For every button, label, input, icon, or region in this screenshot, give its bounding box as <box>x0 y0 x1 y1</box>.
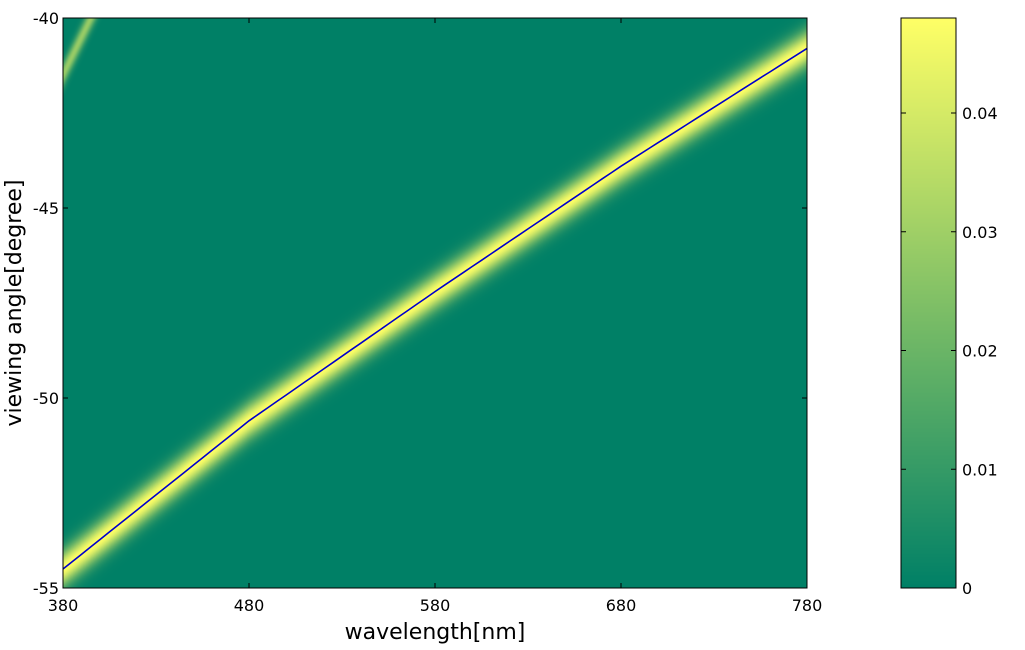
y-tick-label: -40 <box>33 9 59 28</box>
y-tick-label: -45 <box>33 199 59 218</box>
y-tick-label: -55 <box>33 579 59 598</box>
y-tick-label: -50 <box>33 389 59 408</box>
x-tick-label: 380 <box>48 596 79 615</box>
heatmap-plot-area <box>63 18 807 588</box>
x-tick-label: 780 <box>792 596 823 615</box>
colorbar-tick-label: 0 <box>962 579 972 598</box>
ridge-line-group <box>62 47 808 570</box>
colorbar-frame <box>900 17 957 589</box>
y-axis-label: viewing angle[degree] <box>2 180 27 427</box>
x-tick-label: 580 <box>420 596 451 615</box>
x-axis-ticks: 380 480 580 680 780 <box>48 18 823 615</box>
colorbar-tick-label: 0.04 <box>962 104 998 123</box>
x-axis-label: wavelength[nm] <box>345 620 526 645</box>
colorbar-gradient <box>901 18 956 588</box>
ridge-line <box>62 47 808 570</box>
colorbar-tick-label: 0.01 <box>962 460 998 479</box>
colorbar-tick-label: 0.02 <box>962 342 998 361</box>
colorbar-tick-label: 0.03 <box>962 223 998 242</box>
x-tick-label: 480 <box>234 596 265 615</box>
x-tick-label: 680 <box>606 596 637 615</box>
y-axis-ticks: -40 -45 -50 -55 <box>33 9 807 598</box>
colorbar-ticks: 0 0.01 0.02 0.03 0.04 <box>901 104 998 598</box>
plot-frame <box>62 17 808 589</box>
